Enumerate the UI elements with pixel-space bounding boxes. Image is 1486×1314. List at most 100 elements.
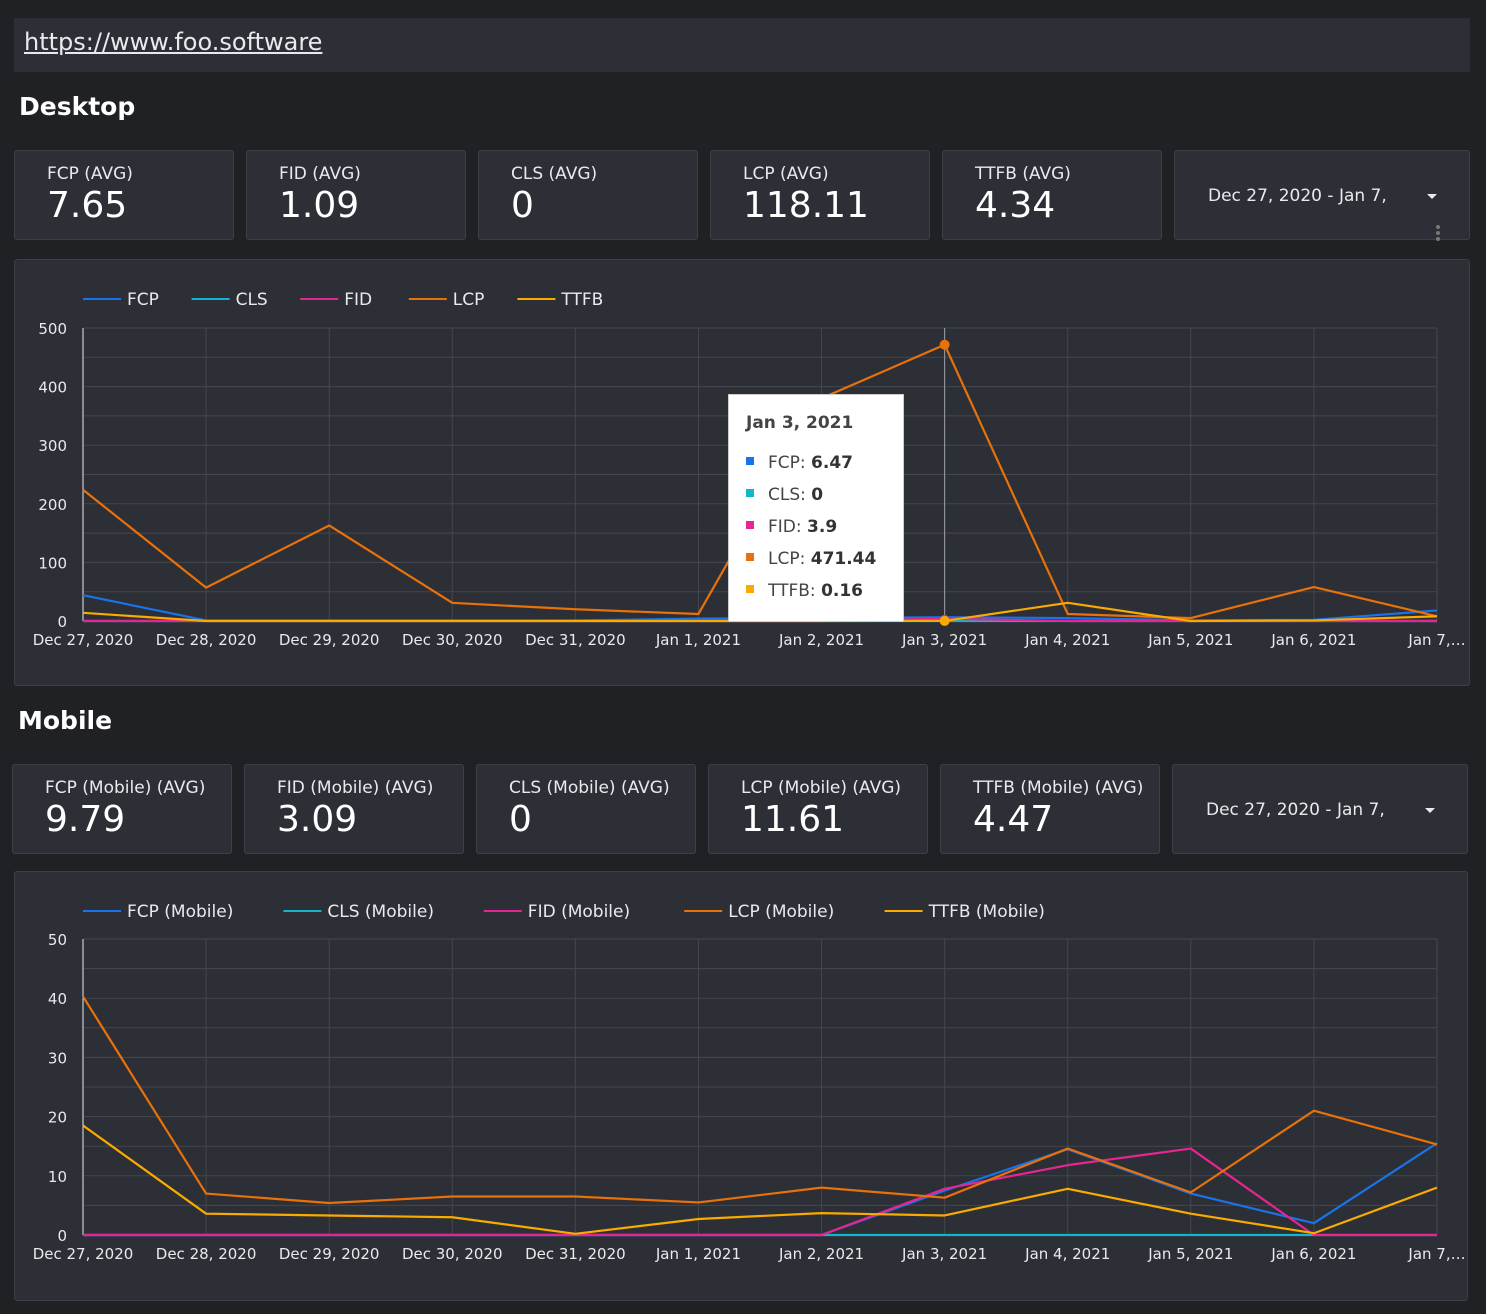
y-tick-label: 100 — [38, 554, 67, 572]
desktop-metric-lcp: LCP (AVG) 118.11 — [710, 150, 930, 240]
metric-value: 0 — [511, 185, 534, 226]
legend-label: FID — [344, 290, 372, 310]
series-line — [82, 1124, 1438, 1235]
x-tick-label: Jan 4, 2021 — [1024, 1245, 1110, 1263]
legend-swatch-icon — [746, 585, 754, 593]
x-tick-label: Jan 2, 2021 — [778, 631, 864, 649]
metric-value: 7.65 — [47, 185, 128, 226]
legend-swatch-icon — [746, 457, 754, 465]
x-tick-label: Jan 6, 2021 — [1270, 631, 1356, 649]
metric-value: 9.79 — [45, 799, 126, 840]
mobile-metric-lcp: LCP (Mobile) (AVG) 11.61 — [708, 764, 928, 854]
metric-value: 1.09 — [279, 185, 360, 226]
metric-value: 0 — [509, 799, 532, 840]
legend-label: TTFB — [560, 290, 603, 310]
tooltip-row-lcp: LCP: 471.44 — [746, 549, 876, 569]
metric-label: FID (AVG) — [279, 164, 361, 184]
chevron-down-icon — [1425, 808, 1435, 813]
tooltip-row-fid: FID: 3.9 — [746, 517, 837, 537]
tooltip-row-cls: CLS: 0 — [746, 485, 823, 505]
desktop-metric-fcp: FCP (AVG) 7.65 — [14, 150, 234, 240]
y-tick-label: 50 — [48, 931, 67, 949]
metric-label: LCP (Mobile) (AVG) — [741, 778, 902, 798]
mobile-section-title: Mobile — [18, 706, 113, 735]
x-tick-label: Dec 30, 2020 — [402, 1245, 503, 1263]
y-tick-label: 30 — [48, 1049, 67, 1067]
series-line — [82, 995, 1438, 1205]
metric-label: TTFB (Mobile) (AVG) — [973, 778, 1144, 798]
series-line — [83, 1147, 1437, 1237]
desktop-metric-cls: CLS (AVG) 0 — [478, 150, 698, 240]
x-tick-label: Jan 3, 2021 — [901, 1245, 987, 1263]
hover-point — [939, 615, 950, 626]
x-tick-label: Dec 27, 2020 — [33, 1245, 134, 1263]
site-url-link[interactable]: https://www.foo.software — [24, 28, 323, 56]
x-tick-label: Jan 1, 2021 — [655, 1245, 741, 1263]
legend-label: CLS — [236, 290, 268, 310]
x-tick-label: Jan 6, 2021 — [1270, 1245, 1356, 1263]
legend-swatch-icon — [746, 521, 754, 529]
mobile-metric-cls: CLS (Mobile) (AVG) 0 — [476, 764, 696, 854]
desktop-date-range-selector[interactable]: Dec 27, 2020 - Jan 7, — [1174, 150, 1470, 243]
metric-value: 11.61 — [741, 799, 845, 840]
legend-label: CLS (Mobile) — [327, 902, 434, 922]
y-tick-label: 400 — [38, 379, 67, 397]
metric-label: CLS (Mobile) (AVG) — [509, 778, 670, 798]
desktop-metric-ttfb: TTFB (AVG) 4.34 — [942, 150, 1162, 240]
legend-label: LCP — [453, 290, 485, 310]
y-tick-label: 0 — [57, 613, 67, 631]
metric-label: CLS (AVG) — [511, 164, 598, 184]
legend-label: LCP (Mobile) — [728, 902, 834, 922]
x-tick-label: Dec 29, 2020 — [279, 631, 380, 649]
mobile-metric-fid: FID (Mobile) (AVG) 3.09 — [244, 764, 464, 854]
x-tick-label: Jan 4, 2021 — [1024, 631, 1110, 649]
legend-swatch-icon — [746, 553, 754, 561]
x-tick-label: Jan 1, 2021 — [655, 631, 741, 649]
x-tick-label: Jan 3, 2021 — [901, 631, 987, 649]
x-tick-label: Dec 28, 2020 — [156, 631, 257, 649]
date-range-text: Dec 27, 2020 - Jan 7, — [1208, 186, 1387, 206]
tooltip-row-ttfb: TTFB: 0.16 — [746, 581, 863, 601]
legend-label: FID (Mobile) — [528, 902, 630, 922]
metric-value: 4.34 — [975, 185, 1056, 226]
date-range-text: Dec 27, 2020 - Jan 7, — [1206, 800, 1385, 820]
metric-label: FCP (AVG) — [47, 164, 133, 184]
mobile-metric-fcp: FCP (Mobile) (AVG) 9.79 — [12, 764, 232, 854]
y-tick-label: 10 — [48, 1168, 67, 1186]
legend-label: FCP (Mobile) — [127, 902, 233, 922]
tooltip-row-fcp: FCP: 6.47 — [746, 453, 853, 473]
url-bar: https://www.foo.software — [14, 18, 1470, 72]
metric-value: 118.11 — [743, 185, 869, 226]
chart-tooltip: Jan 3, 2021 FCP: 6.47 CLS: 0 FID: 3.9 LC… — [728, 394, 904, 622]
legend-swatch-icon — [746, 489, 754, 497]
metric-label: LCP (AVG) — [743, 164, 829, 184]
y-tick-label: 40 — [48, 990, 67, 1008]
x-tick-label: Dec 31, 2020 — [525, 1245, 626, 1263]
x-tick-label: Jan 2, 2021 — [778, 1245, 864, 1263]
legend-label: TTFB (Mobile) — [928, 902, 1045, 922]
x-tick-label: Dec 27, 2020 — [33, 631, 134, 649]
x-tick-label: Dec 31, 2020 — [525, 631, 626, 649]
y-tick-label: 300 — [38, 437, 67, 455]
mobile-date-range-selector[interactable]: Dec 27, 2020 - Jan 7, — [1172, 764, 1468, 854]
chevron-down-icon — [1427, 194, 1437, 199]
more-vert-icon[interactable] — [1436, 225, 1440, 243]
x-tick-label: Jan 5, 2021 — [1147, 1245, 1233, 1263]
y-tick-label: 500 — [38, 320, 67, 338]
x-tick-label: Dec 29, 2020 — [279, 1245, 380, 1263]
mobile-metric-ttfb: TTFB (Mobile) (AVG) 4.47 — [940, 764, 1160, 854]
tooltip-title: Jan 3, 2021 — [746, 413, 854, 433]
metric-value: 3.09 — [277, 799, 358, 840]
desktop-line-chart: 0 100 200 300 400 500 Dec 27, 2020 Dec 28, 2020… — [33, 290, 1466, 649]
metric-label: TTFB (AVG) — [975, 164, 1071, 184]
mobile-chart-panel: 0 10 20 30 40 50 Dec 27, 2020 Dec 28, 2020 Dec 2… — [14, 871, 1468, 1301]
desktop-section-title: Desktop — [19, 92, 136, 121]
metric-value: 4.47 — [973, 799, 1054, 840]
metric-label: FID (Mobile) (AVG) — [277, 778, 434, 798]
legend-label: FCP — [127, 290, 159, 310]
desktop-metric-fid: FID (AVG) 1.09 — [246, 150, 466, 240]
x-tick-label: Jan 7,… — [1407, 631, 1465, 649]
x-tick-label: Jan 7,… — [1407, 1245, 1465, 1263]
y-tick-label: 20 — [48, 1109, 67, 1127]
y-tick-label: 0 — [57, 1227, 67, 1245]
